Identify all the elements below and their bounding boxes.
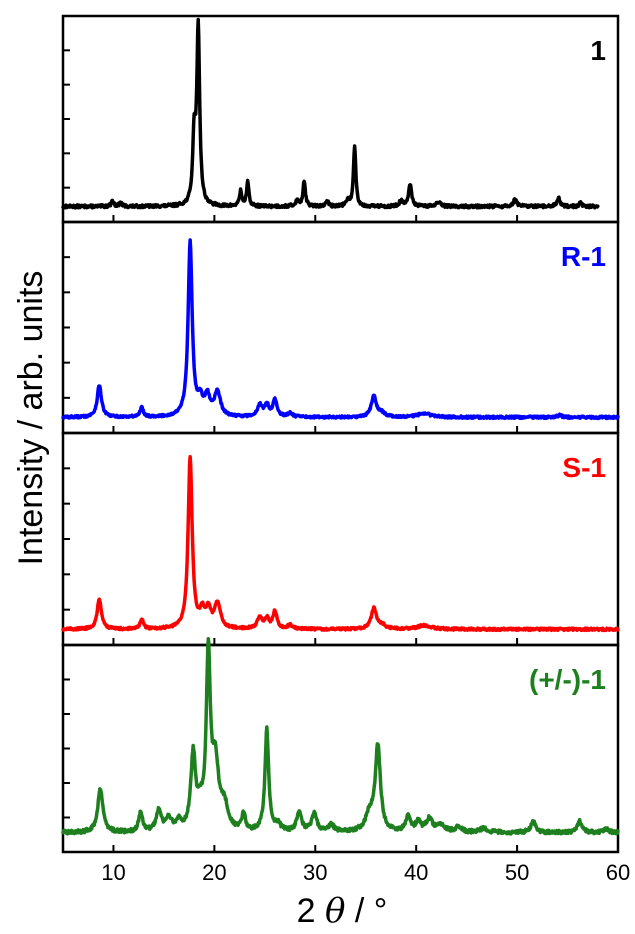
series-line-1	[61, 17, 600, 210]
x-tick-label: 20	[202, 860, 226, 885]
y-axis-title: Intensity / arb. units	[12, 271, 50, 566]
series-line-2	[61, 238, 620, 421]
series-line-4	[61, 637, 620, 836]
panel-2: R-1	[61, 220, 620, 435]
panel-label-3: S-1	[562, 452, 606, 483]
x-tick-label: 50	[505, 860, 529, 885]
x-tick-label: 10	[101, 860, 125, 885]
panel-label-4: (+/-)-1	[529, 664, 606, 695]
x-tick-label: 30	[303, 860, 327, 885]
panel-3: S-1	[61, 431, 620, 647]
panel-frame	[61, 431, 620, 647]
series-line-3	[61, 454, 620, 633]
panels: 1 R-1 S-1 (+/-)-1	[61, 14, 620, 854]
x-axis-title-text: 2	[297, 892, 325, 930]
panel-frame	[61, 14, 620, 224]
theta-symbol: θ	[325, 891, 345, 931]
x-tick-label: 60	[606, 860, 630, 885]
panel-frame	[61, 220, 620, 435]
panel-4: (+/-)-1	[61, 637, 620, 854]
x-axis-title-unit: / °	[345, 892, 387, 930]
panel-1: 1	[61, 14, 620, 224]
x-tick-label: 40	[404, 860, 428, 885]
x-axis-title: 2 θ / °	[297, 891, 388, 931]
panel-label-1: 1	[590, 35, 606, 66]
x-axis: 10 20 30 40 50 60	[101, 860, 630, 885]
panel-label-2: R-1	[561, 241, 606, 272]
